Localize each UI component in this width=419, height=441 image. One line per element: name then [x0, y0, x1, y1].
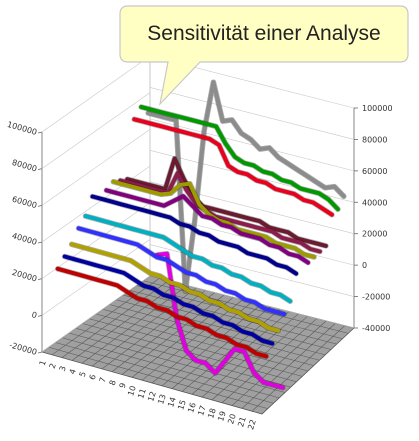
right-axis-tick-label: 20000	[362, 230, 387, 239]
x-axis-tick-label: 17	[196, 404, 208, 416]
left-axis-tick	[37, 241, 43, 244]
back-wall-gridline	[149, 181, 355, 235]
series-line	[104, 188, 310, 265]
series-line	[76, 226, 287, 317]
right-axis-tick-label: -20000	[362, 293, 390, 302]
left-wall-gridline	[41, 275, 151, 353]
back-wall-gridline	[149, 118, 355, 172]
x-axis-tick-label: 21	[236, 416, 248, 428]
series-line	[55, 266, 269, 359]
left-axis-tick-label: 60000	[11, 195, 38, 211]
right-axis-tick-label: 100000	[362, 104, 393, 113]
x-axis-tick-label: 1	[38, 359, 48, 367]
x-axis-tick-label: 7	[98, 376, 108, 384]
floor-grid-line	[129, 289, 337, 345]
callout-text: Sensitivität einer Analyse	[147, 22, 380, 45]
right-axis-tick-label: 0	[362, 261, 367, 270]
floor-grid-line	[89, 318, 303, 377]
floor-grid-line	[116, 299, 326, 356]
x-axis-tick-label: 20	[226, 413, 238, 425]
back-wall-gridline	[149, 212, 355, 266]
left-axis-tick-label: 80000	[11, 158, 38, 174]
left-axis-tick-label: 40000	[11, 231, 38, 247]
x-axis-tick-label: 14	[166, 396, 178, 408]
left-axis-tick	[37, 351, 43, 354]
left-axis-tick-label: 100000	[6, 120, 38, 137]
floor-grid-line	[62, 337, 280, 399]
series-line	[125, 156, 328, 248]
x-axis-tick-label: 8	[108, 379, 118, 387]
left-wall-gridline	[41, 239, 151, 316]
series-line	[132, 117, 334, 217]
x-axis-tick-label: 12	[146, 390, 158, 402]
left-axis-tick	[37, 204, 43, 207]
left-wall-gridline	[41, 92, 151, 169]
left-axis-tick-label: -20000	[8, 340, 38, 356]
series-line	[146, 80, 346, 294]
x-axis-tick-label: 10	[126, 385, 138, 397]
left-axis-tick-label: 0	[31, 310, 38, 320]
left-axis-tick	[37, 278, 43, 281]
x-axis-tick-label: 5	[78, 371, 88, 379]
right-axis-tick-label: 40000	[362, 198, 387, 207]
left-axis-tick	[37, 314, 43, 317]
series-line	[90, 194, 299, 276]
x-axis-tick-label: 11	[136, 387, 148, 399]
callout-bubble	[119, 5, 409, 106]
series-line	[139, 105, 340, 212]
floor-grid-line	[95, 313, 309, 372]
left-axis-tick	[37, 131, 43, 134]
right-axis-tick-label: 80000	[362, 135, 387, 144]
left-axis-tick	[37, 168, 43, 171]
floor-grid-line	[55, 342, 274, 404]
series-line-shadow	[103, 187, 311, 266]
series-line	[118, 171, 322, 254]
x-axis-tick-label: 3	[58, 365, 68, 373]
left-wall-gridline	[41, 55, 151, 133]
floor-grid-line	[75, 327, 291, 388]
x-axis-tick-label: 18	[206, 407, 218, 419]
series-line	[155, 251, 285, 390]
x-axis-tick-label: 15	[176, 399, 188, 411]
series-line	[62, 254, 275, 346]
x-axis-tick-label: 19	[216, 410, 228, 422]
series-line	[83, 214, 293, 304]
x-axis-tick-label: 22	[246, 418, 258, 430]
back-wall-gridline	[149, 87, 355, 140]
series-line	[69, 242, 281, 333]
right-axis-tick-label: 60000	[362, 167, 387, 176]
floor-grid-line	[102, 308, 314, 366]
left-wall-gridline	[41, 202, 151, 279]
x-axis-tick-label: 4	[68, 368, 78, 376]
floor-grid-line	[48, 346, 268, 409]
floor-grid-line	[143, 280, 349, 334]
x-axis-tick-label: 13	[156, 393, 168, 405]
x-axis-tick-label: 2	[48, 362, 58, 370]
x-axis-tick-label: 9	[118, 382, 128, 390]
right-axis-tick-label: -40000	[362, 324, 390, 333]
x-axis-tick-label: 6	[88, 373, 98, 381]
left-axis-tick-label: 20000	[11, 268, 38, 284]
left-wall-gridline	[41, 129, 151, 206]
x-axis-tick-label: 16	[186, 402, 198, 414]
floor-grid-line	[68, 332, 286, 393]
